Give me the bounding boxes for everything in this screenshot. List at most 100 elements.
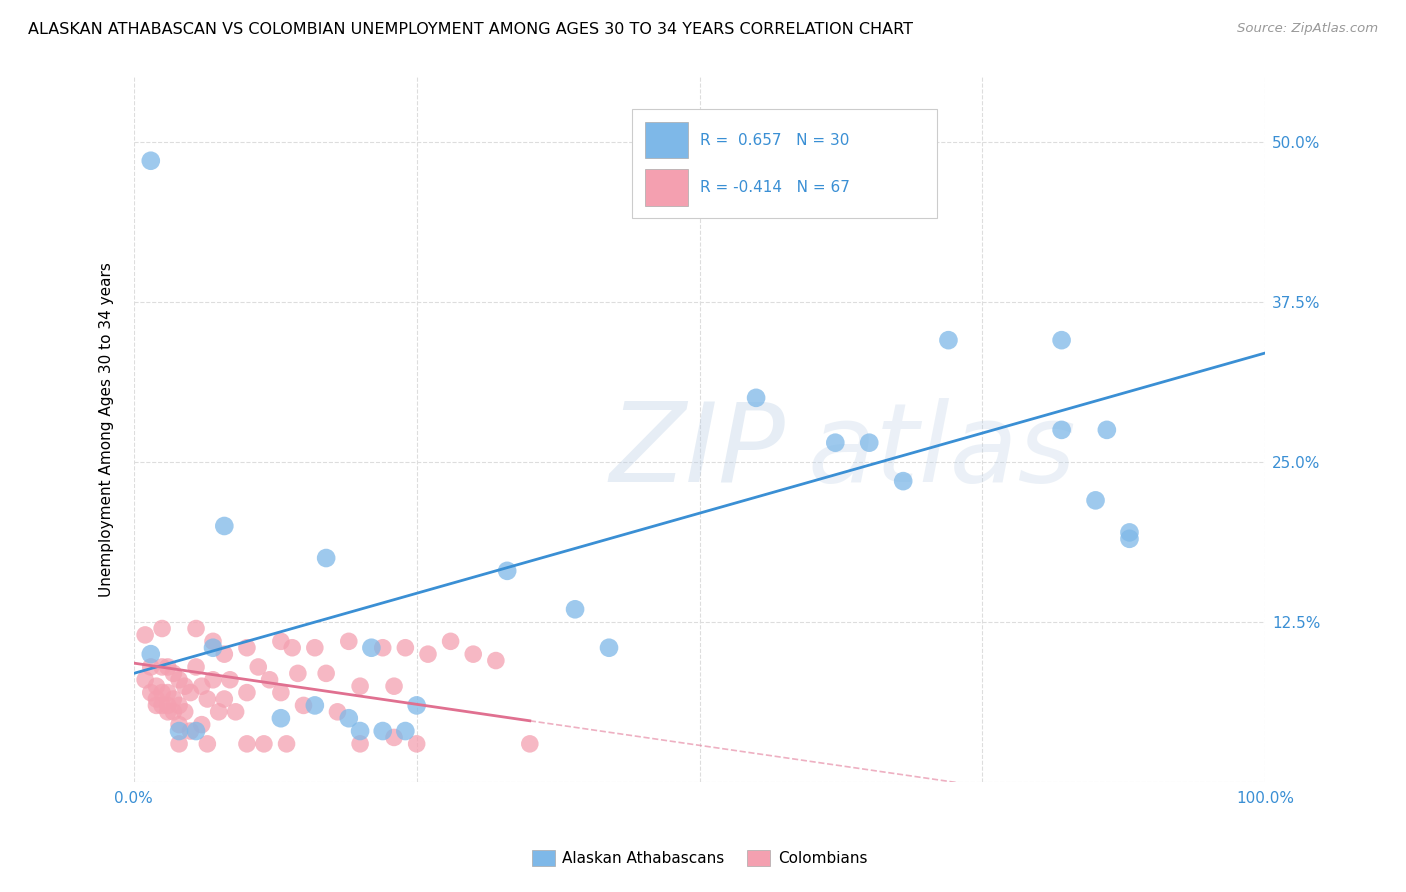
Point — [270, 634, 292, 648]
Point — [214, 692, 236, 706]
Point — [463, 647, 485, 661]
Point — [167, 724, 190, 739]
Point — [281, 640, 304, 655]
Point — [315, 666, 337, 681]
Point — [745, 391, 768, 405]
Point — [167, 698, 190, 713]
Text: R = -0.414   N = 67: R = -0.414 N = 67 — [700, 180, 849, 194]
Point — [382, 731, 405, 745]
Point — [519, 737, 541, 751]
Point — [139, 685, 162, 699]
Point — [337, 634, 360, 648]
Point — [139, 660, 162, 674]
Point — [201, 634, 224, 648]
Text: R =  0.657   N = 30: R = 0.657 N = 30 — [700, 133, 849, 148]
FancyBboxPatch shape — [631, 109, 938, 219]
Point — [496, 564, 519, 578]
Point — [167, 737, 190, 751]
Text: ALASKAN ATHABASCAN VS COLOMBIAN UNEMPLOYMENT AMONG AGES 30 TO 34 YEARS CORRELATI: ALASKAN ATHABASCAN VS COLOMBIAN UNEMPLOY… — [28, 22, 912, 37]
Point — [173, 705, 195, 719]
Point — [891, 474, 914, 488]
Point — [150, 622, 173, 636]
Point — [150, 698, 173, 713]
Point — [184, 660, 207, 674]
Point — [598, 640, 620, 655]
Point — [156, 705, 179, 719]
Text: atlas: atlas — [807, 398, 1076, 505]
Text: ZIP: ZIP — [609, 398, 785, 505]
Point — [167, 717, 190, 731]
Point — [270, 711, 292, 725]
Point — [156, 698, 179, 713]
Point — [564, 602, 586, 616]
Point — [179, 685, 201, 699]
Point — [162, 692, 184, 706]
Point — [824, 435, 846, 450]
Point — [382, 679, 405, 693]
Point — [938, 333, 960, 347]
Point — [304, 698, 326, 713]
Point — [416, 647, 439, 661]
Point — [439, 634, 461, 648]
Point — [1050, 423, 1073, 437]
Point — [1118, 525, 1140, 540]
Point — [304, 640, 326, 655]
Point — [326, 705, 349, 719]
Point — [208, 705, 231, 719]
Point — [184, 622, 207, 636]
Point — [287, 666, 309, 681]
Point — [195, 737, 218, 751]
Point — [214, 519, 236, 533]
Point — [139, 153, 162, 168]
Point — [150, 685, 173, 699]
Point — [225, 705, 247, 719]
Point — [371, 640, 394, 655]
FancyBboxPatch shape — [645, 169, 688, 206]
Point — [201, 640, 224, 655]
Point — [150, 660, 173, 674]
Point — [214, 647, 236, 661]
Point — [134, 628, 156, 642]
Point — [349, 737, 371, 751]
Point — [485, 654, 508, 668]
Point — [190, 717, 212, 731]
Point — [270, 685, 292, 699]
Point — [134, 673, 156, 687]
Point — [349, 724, 371, 739]
Point — [236, 737, 259, 751]
Point — [179, 724, 201, 739]
Point — [156, 685, 179, 699]
Point — [173, 679, 195, 693]
Point — [315, 551, 337, 566]
Point — [1084, 493, 1107, 508]
Point — [394, 724, 416, 739]
Point — [195, 692, 218, 706]
Point — [184, 724, 207, 739]
Point — [337, 711, 360, 725]
Point — [145, 679, 167, 693]
Point — [292, 698, 315, 713]
Point — [349, 679, 371, 693]
Point — [201, 673, 224, 687]
Point — [236, 640, 259, 655]
Point — [858, 435, 880, 450]
Legend: Alaskan Athabascans, Colombians: Alaskan Athabascans, Colombians — [531, 850, 868, 866]
Point — [190, 679, 212, 693]
Point — [145, 692, 167, 706]
Point — [276, 737, 298, 751]
Point — [162, 666, 184, 681]
Text: Source: ZipAtlas.com: Source: ZipAtlas.com — [1237, 22, 1378, 36]
Point — [360, 640, 382, 655]
Point — [156, 660, 179, 674]
Point — [371, 724, 394, 739]
Point — [162, 705, 184, 719]
Point — [219, 673, 242, 687]
Point — [1095, 423, 1118, 437]
Point — [394, 640, 416, 655]
Point — [145, 698, 167, 713]
Point — [139, 647, 162, 661]
Y-axis label: Unemployment Among Ages 30 to 34 years: Unemployment Among Ages 30 to 34 years — [100, 262, 114, 598]
Point — [1050, 333, 1073, 347]
Point — [405, 737, 427, 751]
FancyBboxPatch shape — [645, 122, 688, 159]
